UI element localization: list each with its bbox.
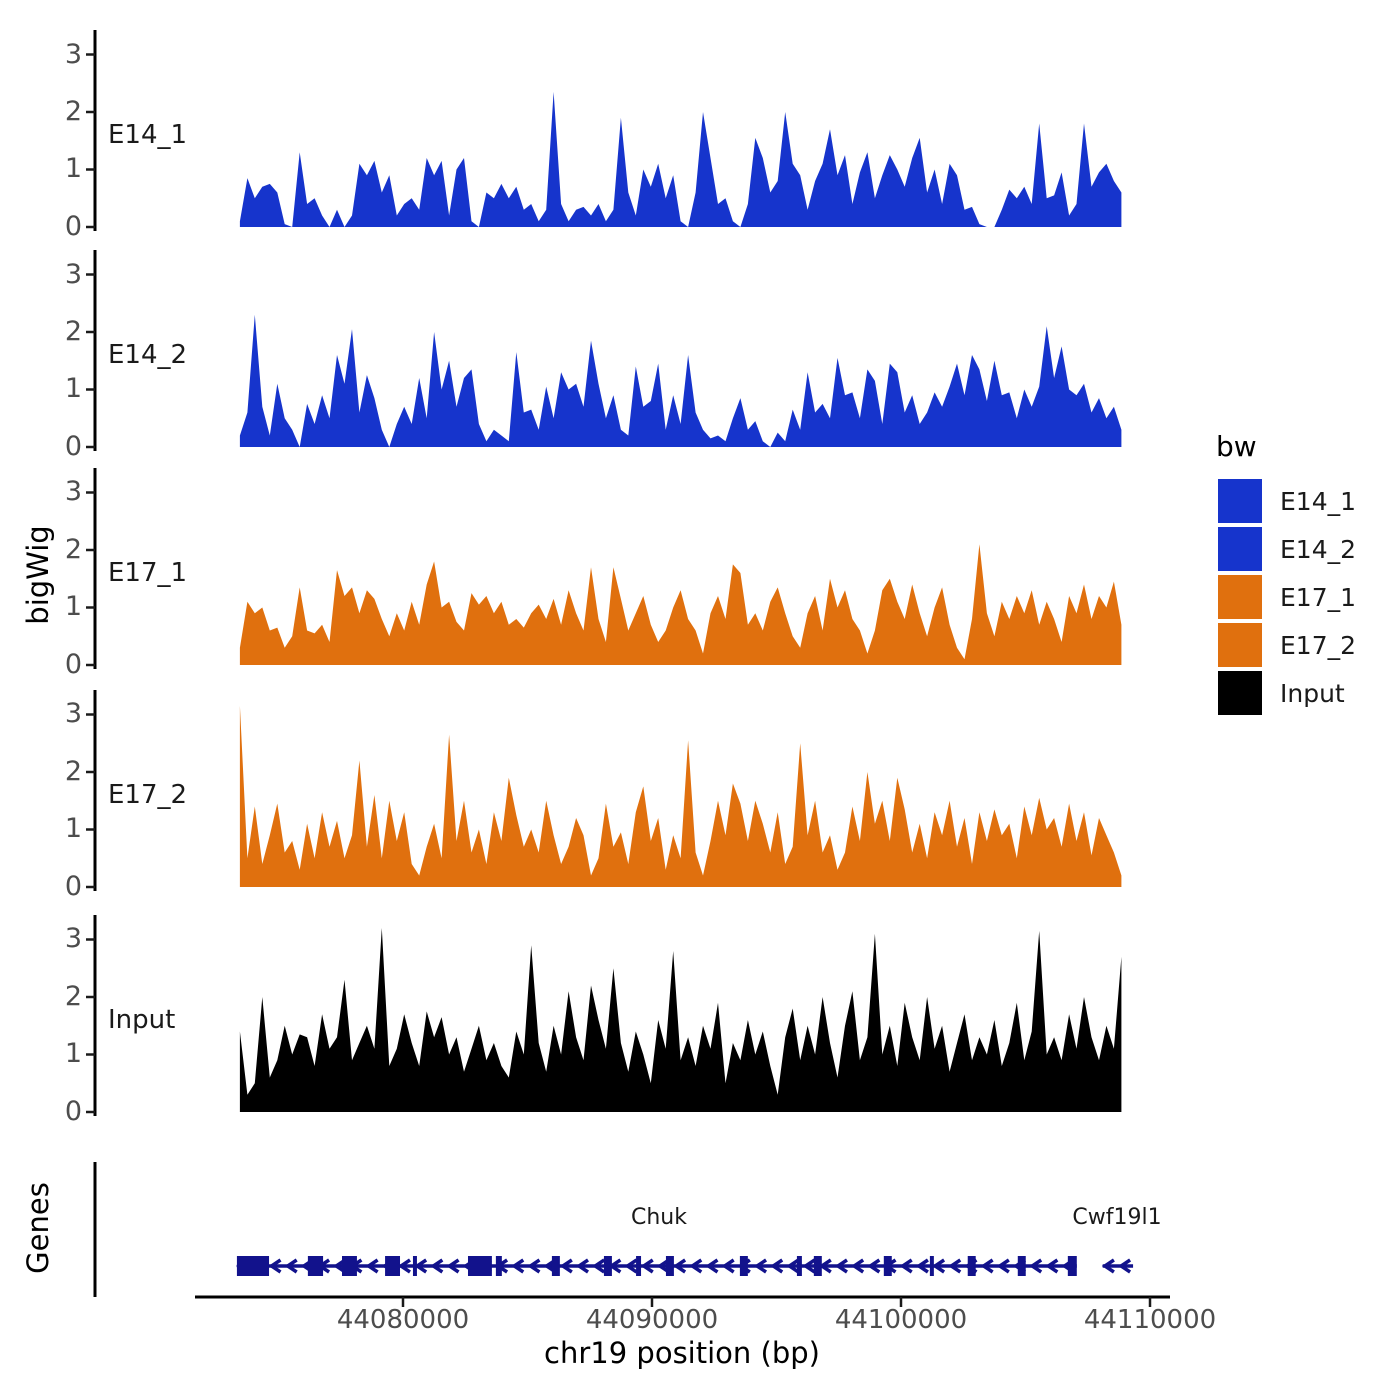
x-tick-label: 44080000	[336, 1305, 470, 1335]
track-label-input: Input	[108, 1005, 176, 1035]
legend-label-e14-1: E14_1	[1280, 487, 1357, 516]
y-tick-label: 3	[64, 476, 82, 507]
y-tick-label: 2	[64, 96, 82, 127]
x-tick-label: 44100000	[834, 1305, 968, 1335]
y-axis-title: bigWig	[21, 525, 55, 625]
legend-swatch-e14-2	[1218, 527, 1262, 571]
y-tick-label: 0	[64, 1096, 82, 1127]
gene-label-chuk: Chuk	[631, 1205, 687, 1230]
legend-swatch-input	[1218, 671, 1262, 715]
y-tick-label: 0	[64, 649, 82, 680]
genes-axis-title: Genes	[21, 1182, 55, 1274]
legend-label-e17-2: E17_2	[1280, 631, 1357, 660]
legend-label-input: Input	[1280, 679, 1345, 708]
y-tick-label: 1	[64, 373, 82, 404]
gene-label-cwf19l1: Cwf19l1	[1072, 1205, 1162, 1230]
track-label-e14-2: E14_2	[108, 340, 188, 370]
legend-label-e14-2: E14_2	[1280, 535, 1357, 564]
y-tick-label: 3	[64, 923, 82, 954]
y-tick-label: 2	[64, 534, 82, 565]
y-tick-label: 3	[64, 698, 82, 729]
x-tick-label: 44110000	[1083, 1305, 1217, 1335]
x-tick-label: 44090000	[585, 1305, 719, 1335]
legend-swatch-e17-1	[1218, 575, 1262, 619]
y-tick-label: 1	[64, 153, 82, 184]
y-tick-label: 0	[64, 871, 82, 902]
y-tick-label: 0	[64, 211, 82, 242]
track-label-e17-2: E17_2	[108, 780, 188, 810]
legend-swatch-e14-1	[1218, 479, 1262, 523]
track-label-e14-1: E14_1	[108, 120, 188, 150]
legend-label-e17-1: E17_1	[1280, 583, 1357, 612]
y-tick-label: 0	[64, 431, 82, 462]
y-tick-label: 2	[64, 981, 82, 1012]
y-tick-label: 3	[64, 259, 82, 290]
track-label-e17-1: E17_1	[108, 558, 188, 588]
y-tick-label: 1	[64, 813, 82, 844]
legend-title: bw	[1216, 430, 1257, 463]
y-tick-label: 3	[64, 39, 82, 70]
y-tick-label: 1	[64, 591, 82, 622]
y-tick-label: 2	[64, 756, 82, 787]
legend-swatch-e17-2	[1218, 623, 1262, 667]
x-axis-title: chr19 position (bp)	[544, 1336, 820, 1370]
y-tick-label: 1	[64, 1038, 82, 1069]
y-tick-label: 2	[64, 316, 82, 347]
